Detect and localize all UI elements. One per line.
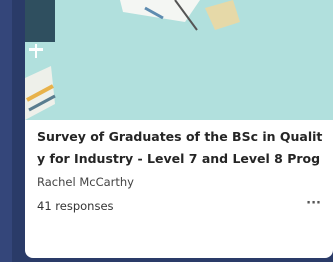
title-line: y for Industry - Level 7 and Level 8 Pro… [37, 148, 333, 170]
card-image [25, 0, 333, 120]
author: Rachel McCarthy [37, 175, 134, 189]
more-button[interactable]: ··· [306, 196, 321, 211]
sidebar-edge [0, 0, 12, 262]
title-line: Survey of Graduates of the BSc in Qualit [37, 126, 333, 148]
form-card[interactable]: Survey of Graduates of the BSc in Qualit… [25, 0, 333, 258]
form-title[interactable]: Survey of Graduates of the BSc in Qualit… [37, 126, 333, 170]
response-count: 41 responses [37, 199, 114, 213]
page: Survey of Graduates of the BSc in Qualit… [0, 0, 333, 262]
